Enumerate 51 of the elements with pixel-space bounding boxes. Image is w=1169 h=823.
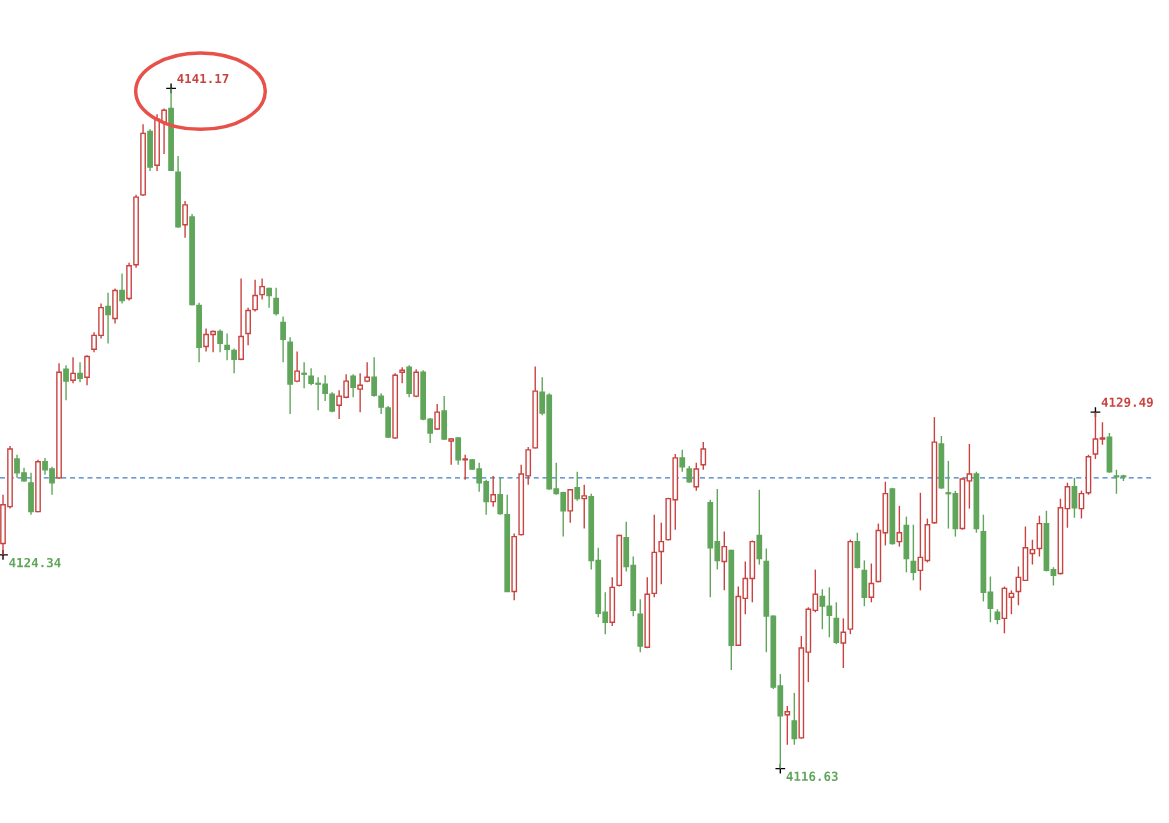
candlestick: [77, 361, 83, 383]
candlestick: [182, 200, 188, 239]
candlestick: [1099, 421, 1106, 446]
candlestick: [301, 361, 307, 390]
candlestick: [399, 366, 406, 385]
candlestick: [679, 449, 686, 473]
candlestick: [294, 350, 300, 383]
candlestick: [1113, 469, 1120, 495]
candlestick: [756, 489, 763, 566]
candlestick: [966, 443, 973, 510]
text: 4116.63: [786, 771, 838, 782]
candlestick: [1050, 566, 1057, 587]
candlestick: [105, 291, 111, 345]
candlestick: [581, 484, 588, 530]
candlestick: [833, 601, 840, 645]
candlestick: [84, 354, 90, 386]
candlestick: [693, 462, 700, 492]
candlestick: [63, 364, 69, 401]
candlestick: [434, 403, 441, 431]
candlestick: [791, 692, 798, 746]
candlestick: [448, 437, 455, 466]
candlestick: [721, 530, 728, 592]
candlestick: [231, 347, 237, 375]
candlestick: [945, 460, 952, 530]
candlestick: [245, 306, 251, 347]
candlestick: [455, 436, 462, 466]
candlestick: [497, 477, 504, 516]
candlestick: [119, 272, 125, 305]
candlestick: [840, 617, 847, 669]
candlestick: [252, 278, 258, 313]
candlestick: [280, 315, 286, 363]
candlestick: [574, 471, 581, 502]
text: 4141.17: [177, 73, 229, 84]
candlestick: [658, 522, 665, 585]
candlestick: [567, 488, 574, 524]
candlestick: [700, 441, 707, 471]
candlestick: [413, 368, 420, 398]
annotation: 4129.49: [1101, 397, 1153, 408]
candlestick: [70, 356, 76, 385]
annotation: 4124.34: [9, 557, 61, 568]
candlestick: [462, 454, 469, 481]
candlestick: [273, 287, 279, 317]
candlestick: [224, 332, 230, 362]
candlestick: [357, 372, 364, 413]
candlestick: [217, 328, 223, 353]
candlestick: [238, 277, 244, 362]
candlestick: [350, 373, 357, 398]
candlestick: [784, 705, 791, 746]
candlestick: [490, 475, 497, 508]
candlestick: [868, 562, 875, 603]
candlestick: [259, 277, 265, 301]
